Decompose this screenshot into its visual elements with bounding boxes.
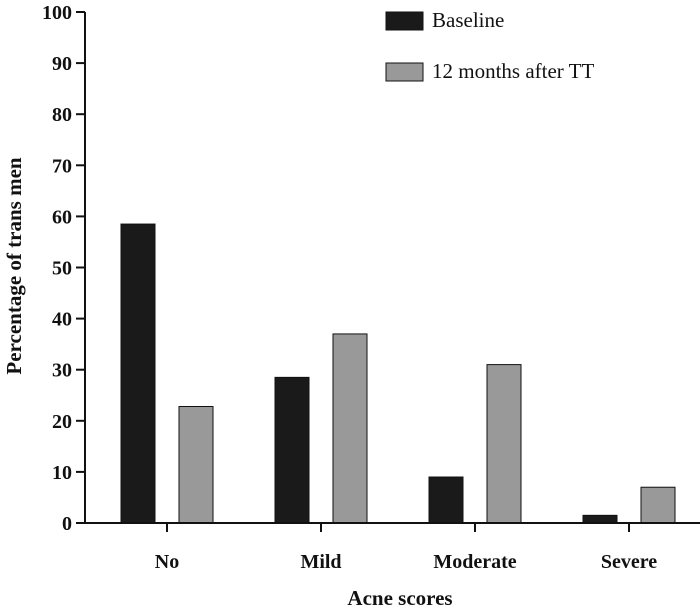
y-tick-label: 20	[52, 411, 72, 433]
bar-baseline-no	[120, 223, 156, 524]
bar-baseline-severe	[582, 514, 618, 524]
legend-label-after-tt: 12 months after TT	[432, 59, 595, 83]
x-tick-label: No	[155, 551, 179, 573]
bars	[120, 223, 676, 524]
x-tick-label: Severe	[601, 551, 657, 573]
x-tick-label: Mild	[300, 551, 341, 573]
y-tick-label: 50	[52, 258, 72, 280]
y-tick-label: 90	[52, 53, 72, 75]
legend-label-baseline: Baseline	[432, 8, 504, 32]
y-tick-label: 70	[52, 155, 72, 177]
x-axis-ticks: No Mild Moderate Severe	[155, 523, 657, 573]
y-tick-label: 10	[52, 462, 72, 484]
bar-baseline-moderate	[428, 476, 464, 524]
y-tick-label: 0	[62, 513, 72, 535]
legend-swatch-after-tt	[385, 62, 424, 82]
bar-baseline-mild	[274, 376, 310, 524]
y-axis-ticks: 0 10 20 30 40 50 60 70 80 90 100	[42, 2, 85, 535]
bar-after-tt-moderate	[486, 364, 522, 524]
y-tick-label: 60	[52, 206, 72, 228]
bar-after-tt-no	[178, 405, 214, 524]
y-axis-title: Percentage of trans men	[2, 157, 26, 374]
x-tick-label: Moderate	[433, 551, 516, 573]
y-tick-label: 40	[52, 309, 72, 331]
x-axis-title: Acne scores	[347, 586, 452, 610]
y-tick-label: 80	[52, 104, 72, 126]
bar-after-tt-severe	[640, 486, 676, 524]
legend-swatch-baseline	[385, 11, 424, 31]
legend: Baseline 12 months after TT	[385, 8, 595, 83]
y-tick-label: 30	[52, 360, 72, 382]
bar-after-tt-mild	[332, 333, 368, 524]
y-tick-label: 100	[42, 2, 72, 24]
